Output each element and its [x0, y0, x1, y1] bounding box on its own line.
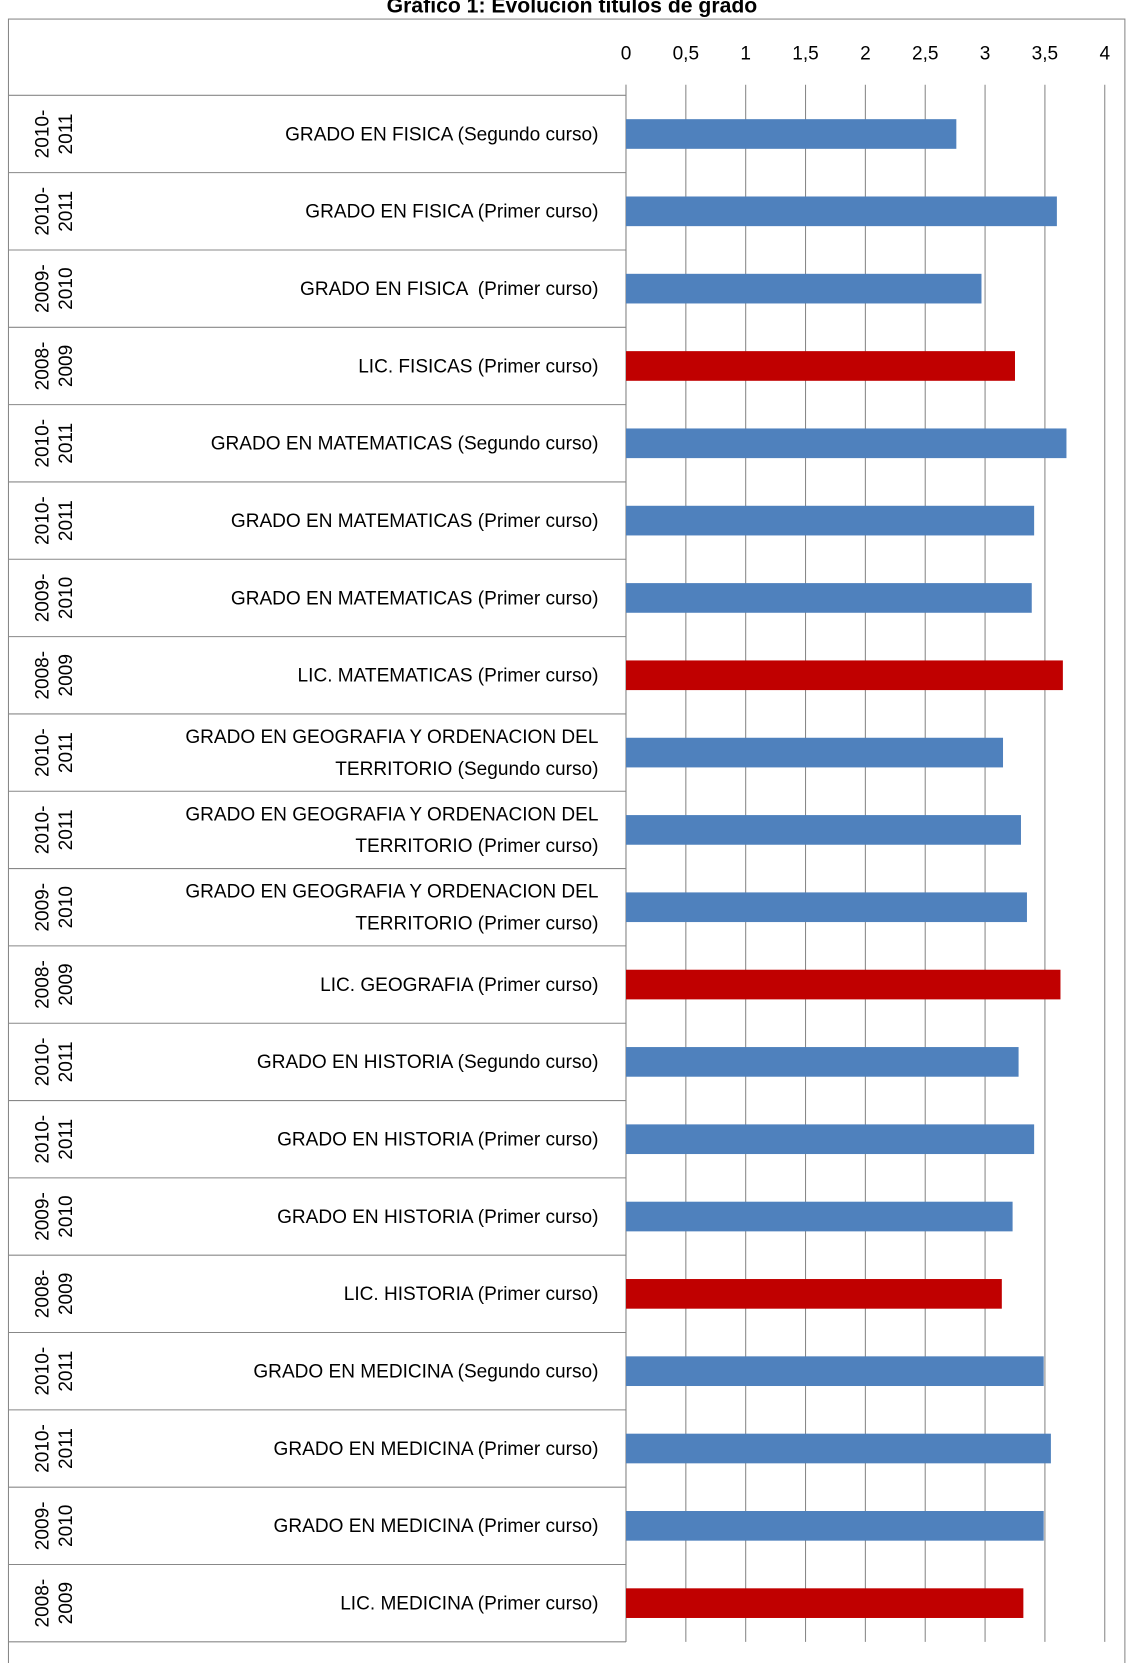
y-tick-label: GRADO EN FISICA (Primer curso): [300, 279, 598, 300]
group-label: 2011: [56, 1351, 77, 1392]
y-tick-label: GRADO EN MEDICINA (Segundo curso): [253, 1362, 598, 1383]
group-label: 2011: [56, 423, 77, 464]
group-label: 2010-: [33, 110, 54, 159]
y-tick-label: TERRITORIO (Primer curso): [355, 913, 598, 934]
bar: [625, 351, 1015, 381]
chart-frame: [7, 18, 1126, 1663]
y-tick-label: GRADO EN MATEMATICAS (Primer curso): [231, 588, 599, 609]
y-tick-label: TERRITORIO (Segundo curso): [335, 759, 598, 780]
x-tick-label: 4: [1099, 43, 1110, 64]
x-tick-label: 0: [621, 43, 632, 64]
group-label: 2008-: [33, 1269, 54, 1318]
group-label: 2008-: [33, 651, 54, 700]
group-label: 2009: [56, 1273, 77, 1315]
group-label: 2009-: [33, 574, 54, 623]
x-tick-label: 2,5: [912, 43, 938, 64]
group-label: 2011: [56, 114, 77, 155]
y-tick-label: GRADO EN GEOGRAFIA Y ORDENACION DEL: [185, 882, 598, 903]
group-label: 2010-: [33, 1347, 54, 1396]
y-tick-label: GRADO EN GEOGRAFIA Y ORDENACION DEL: [185, 727, 598, 748]
group-label: 2011: [56, 1041, 77, 1082]
bar: [625, 1047, 1019, 1077]
group-label: 2011: [56, 191, 77, 232]
bar: [625, 737, 1004, 768]
bar: [625, 273, 982, 304]
group-label: 2009-: [33, 264, 54, 313]
group-label: 2011: [56, 732, 77, 773]
bar: [625, 1201, 1013, 1232]
group-label: 2011: [56, 500, 77, 541]
group-label: 2008-: [33, 960, 54, 1009]
group-label: 2010-: [33, 1424, 54, 1473]
y-tick-label: GRADO EN HISTORIA (Segundo curso): [257, 1052, 599, 1073]
bar: [625, 660, 1063, 691]
group-label: 2010: [56, 1195, 77, 1237]
group-label: 2009: [56, 963, 77, 1005]
x-tick-label: 0,5: [673, 43, 699, 64]
y-tick-label: GRADO EN GEOGRAFIA Y ORDENACION DEL: [185, 804, 598, 825]
group-label: 2009-: [33, 1501, 54, 1550]
bar: [625, 119, 957, 149]
y-tick-label: TERRITORIO (Primer curso): [355, 836, 598, 857]
y-tick-label: GRADO EN HISTORIA (Primer curso): [277, 1130, 598, 1151]
group-label: 2009-: [33, 1192, 54, 1241]
group-label: 2010: [56, 886, 77, 928]
y-tick-label: GRADO EN HISTORIA (Primer curso): [277, 1207, 598, 1228]
group-label: 2010-: [33, 187, 54, 236]
group-label: 2010-: [33, 728, 54, 777]
bar: [625, 969, 1061, 1000]
group-label: 2010: [56, 1505, 77, 1547]
group-label: 2011: [56, 1428, 77, 1469]
bar: [625, 1510, 1044, 1541]
bar: [625, 1356, 1044, 1387]
y-tick-label: GRADO EN MEDICINA (Primer curso): [274, 1439, 599, 1460]
bar: [625, 196, 1057, 227]
y-tick-label: LIC. FISICAS (Primer curso): [358, 356, 598, 377]
y-tick-label: GRADO EN FISICA (Primer curso): [305, 202, 598, 223]
group-label: 2009: [56, 654, 77, 696]
y-tick-label: LIC. GEOGRAFIA (Primer curso): [320, 975, 598, 996]
bar: [625, 1433, 1051, 1464]
y-tick-label: LIC. HISTORIA (Primer curso): [344, 1284, 599, 1305]
y-tick-label: GRADO EN MEDICINA (Primer curso): [274, 1516, 599, 1537]
bar: [625, 1279, 1002, 1309]
group-label: 2008-: [33, 1579, 54, 1628]
x-tick-label: 3,5: [1032, 43, 1058, 64]
bar: [625, 1588, 1024, 1618]
group-label: 2010: [56, 267, 77, 309]
y-tick-label: LIC. MATEMATICAS (Primer curso): [298, 666, 599, 687]
group-label: 2010-: [33, 806, 54, 855]
group-label: 2009-: [33, 883, 54, 932]
bar: [625, 892, 1027, 923]
bar: [625, 428, 1067, 459]
x-tick-label: 1,5: [792, 43, 818, 64]
group-label: 2010-: [33, 1115, 54, 1164]
x-tick-label: 1: [740, 43, 751, 64]
bar: [625, 815, 1021, 845]
bar: [625, 1124, 1035, 1155]
x-tick-label: 3: [980, 43, 991, 64]
group-label: 2010-: [33, 1038, 54, 1087]
chart-title: Gráfico 1: Evolución títulos de grado: [387, 0, 758, 18]
bar: [625, 505, 1035, 536]
x-tick-label: 2: [860, 43, 871, 64]
y-tick-label: GRADO EN MATEMATICAS (Segundo curso): [211, 434, 599, 455]
group-label: 2009: [56, 345, 77, 387]
group-label: 2010-: [33, 419, 54, 468]
group-label: 2009: [56, 1582, 77, 1624]
group-label: 2008-: [33, 342, 54, 391]
group-label: 2010-: [33, 496, 54, 545]
group-label: 2011: [56, 809, 77, 850]
y-tick-label: GRADO EN MATEMATICAS (Primer curso): [231, 511, 599, 532]
group-label: 2010: [56, 577, 77, 619]
bar: [625, 583, 1032, 613]
y-tick-label: LIC. MEDICINA (Primer curso): [340, 1594, 598, 1615]
group-label: 2011: [56, 1119, 77, 1160]
y-tick-label: GRADO EN FISICA (Segundo curso): [285, 124, 598, 145]
